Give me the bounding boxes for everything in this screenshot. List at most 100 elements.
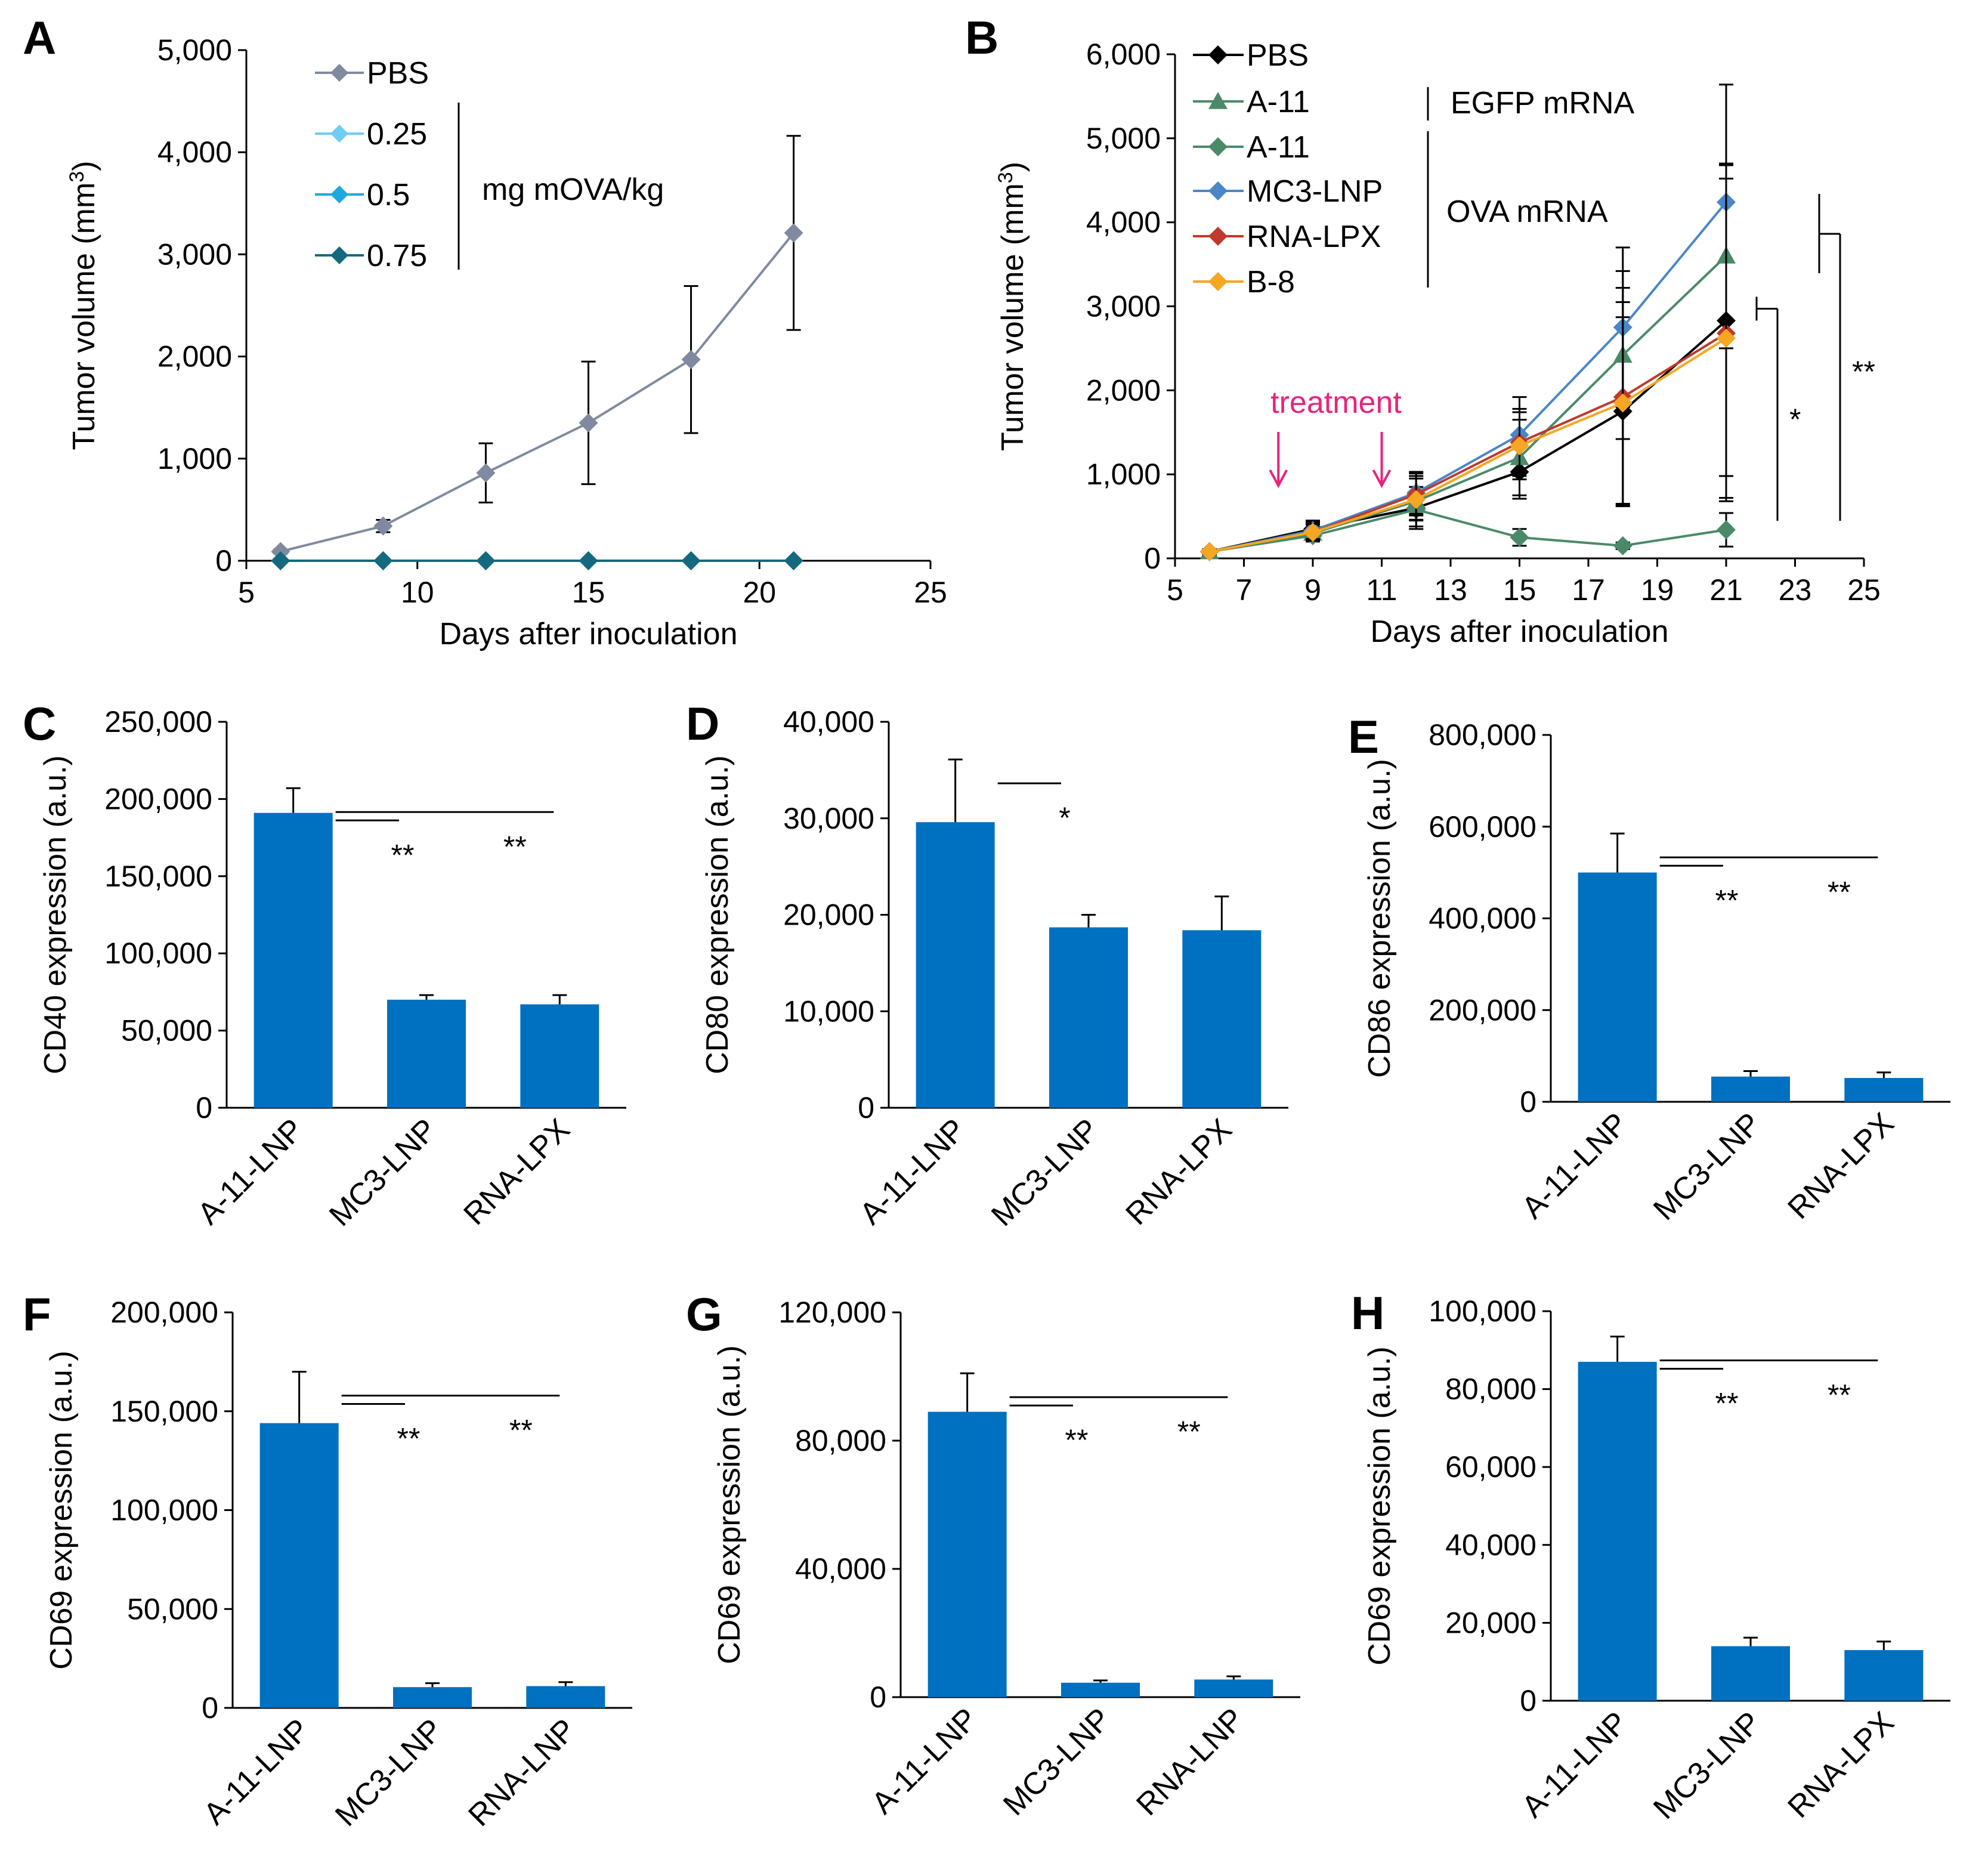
y-tick-label: 0	[870, 1680, 886, 1714]
y-tick-label: 0	[858, 1091, 874, 1124]
y-tick-label: 30,000	[783, 802, 874, 835]
y-tick-label: 40,000	[795, 1552, 886, 1586]
y-tick-label: 20,000	[783, 898, 874, 932]
x-axis-label: Days after inoculation	[1370, 614, 1668, 649]
significance-marker: **	[1828, 1378, 1851, 1411]
series-line	[1209, 319, 1727, 553]
bar	[1711, 1076, 1790, 1102]
series-3	[271, 551, 803, 570]
y-tick-label: 150,000	[110, 1395, 218, 1428]
y-tick-label: 5,000	[157, 33, 232, 67]
bar	[259, 1423, 339, 1708]
legend-marker	[1208, 272, 1228, 291]
legend-marker	[1208, 181, 1228, 200]
y-tick-label: 200,000	[110, 1296, 218, 1329]
x-tick-label: 5	[238, 576, 255, 609]
significance-marker: **	[503, 830, 527, 863]
data-point	[1199, 542, 1219, 561]
y-tick-label: 40,000	[1445, 1528, 1536, 1562]
y-axis-label-close: )	[995, 162, 1030, 172]
significance-marker: **	[397, 1422, 421, 1455]
y-tick-label: 0	[1144, 542, 1161, 575]
panel-letter: D	[686, 697, 719, 750]
data-point	[681, 551, 701, 570]
data-point	[1717, 329, 1736, 348]
bar	[387, 999, 466, 1108]
panel-letter: C	[23, 697, 56, 750]
legend-label: RNA-LPX	[1247, 220, 1381, 254]
bar	[393, 1687, 472, 1708]
treatment-arrow-head	[1269, 469, 1288, 489]
data-point	[1406, 490, 1426, 509]
panel-letter: E	[1348, 710, 1379, 763]
x-tick-label: 20	[743, 576, 776, 609]
panel-b-line-chart: B 0 1,000 2,000 3,000 4,000 5,000 6,000 5 7 9 11 13 1…	[965, 11, 1881, 649]
panel-letter: F	[23, 1288, 51, 1340]
x-tick-label: 19	[1641, 573, 1674, 607]
legend-label: PBS	[367, 56, 429, 91]
y-tick-label: 40,000	[783, 705, 874, 739]
data-point	[1510, 436, 1529, 456]
y-tick-label: 0	[215, 544, 232, 577]
bar	[1578, 872, 1657, 1102]
data-point	[784, 551, 803, 570]
panel-letter: H	[1351, 1287, 1384, 1339]
y-axis-label: CD69 expression (a.u.)	[44, 1351, 79, 1670]
legend-label: MC3-LNP	[1247, 174, 1383, 209]
y-axis-label-text: Tumor volume (mm	[67, 183, 101, 450]
y-axis-label-text: Tumor volume (mm	[995, 183, 1030, 451]
legend-marker	[1208, 227, 1228, 246]
series-line	[1209, 337, 1727, 553]
panel-e-bar-chart: E 0 200,000 400,000 600,000 800,000 CD86 expre…	[1348, 710, 1950, 1227]
y-tick-label: 4,000	[1086, 206, 1161, 239]
y-axis-label-superscript: 3	[66, 171, 88, 183]
y-tick-label: 60,000	[1445, 1450, 1536, 1484]
bar	[253, 812, 333, 1108]
series-5	[1199, 177, 1736, 561]
y-axis-label: CD40 expression (a.u.)	[38, 755, 73, 1074]
legend-label: A-11	[1247, 130, 1310, 165]
y-tick-label: 800,000	[1429, 718, 1536, 752]
bar	[1049, 927, 1128, 1108]
y-tick-label: 4,000	[157, 135, 232, 169]
x-tick-label: 25	[914, 576, 947, 609]
y-tick-label: 2,000	[157, 340, 232, 373]
data-point	[579, 551, 598, 570]
y-axis-label: Tumor volume (mm3)	[994, 162, 1030, 451]
y-tick-label: 100,000	[104, 937, 212, 970]
y-axis-label: CD69 expression (a.u.)	[1362, 1346, 1397, 1666]
significance-marker: **	[509, 1413, 533, 1447]
y-tick-label: 0	[196, 1091, 212, 1124]
data-point	[476, 463, 496, 483]
significance-marker: **	[1715, 883, 1739, 917]
x-tick-label: 17	[1572, 573, 1605, 607]
significance-marker: **	[1177, 1415, 1201, 1448]
panel-letter: A	[23, 11, 56, 64]
bar	[1061, 1682, 1140, 1697]
series-line	[1209, 201, 1727, 553]
legend-label: A-11	[1247, 85, 1310, 119]
legend-label: 0.25	[367, 117, 427, 152]
legend-marker	[1208, 137, 1228, 156]
x-tick-label: 11	[1366, 573, 1398, 607]
data-point	[1613, 393, 1633, 413]
y-tick-label: 150,000	[104, 860, 212, 893]
y-tick-label: 5,000	[1086, 122, 1161, 155]
y-tick-label: 50,000	[121, 1014, 212, 1048]
ova-group-label: OVA mRNA	[1446, 194, 1608, 229]
legend-label: 0.75	[367, 239, 427, 273]
y-tick-label: 600,000	[1429, 810, 1536, 844]
bar	[1194, 1679, 1273, 1697]
data-point	[1303, 523, 1322, 542]
bar	[1578, 1361, 1657, 1701]
data-point	[1613, 536, 1633, 555]
treatment-arrow-head	[1372, 469, 1392, 489]
legend-group-label: mg mOVA/kg	[482, 172, 664, 207]
y-tick-label: 200,000	[104, 782, 212, 815]
data-point	[373, 551, 393, 570]
y-tick-label: 0	[1520, 1684, 1536, 1717]
egfp-group-label: EGFP mRNA	[1451, 86, 1635, 121]
y-tick-label: 250,000	[104, 705, 212, 739]
y-tick-label: 1,000	[1086, 458, 1161, 491]
